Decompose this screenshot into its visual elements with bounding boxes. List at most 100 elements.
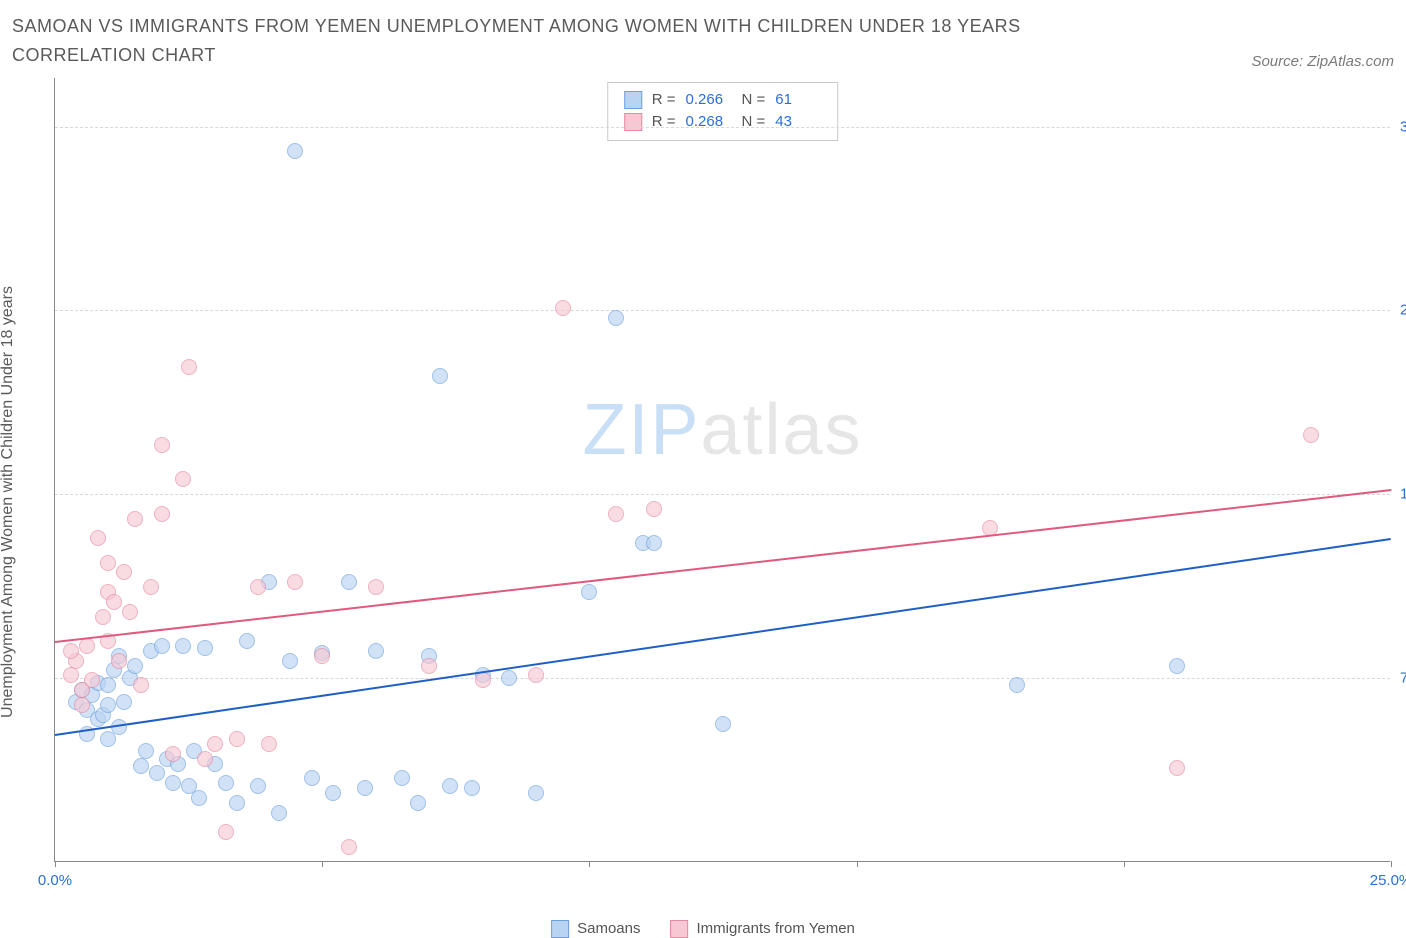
stats-row-samoans: R =0.266 N =61 xyxy=(624,89,822,112)
data-point xyxy=(154,638,170,654)
data-point xyxy=(63,643,79,659)
bottom-legend: Samoans Immigrants from Yemen xyxy=(551,920,855,938)
data-point xyxy=(149,765,165,781)
x-tick xyxy=(1391,861,1392,867)
y-tick-label: 15.0% xyxy=(1392,486,1406,503)
x-tick-label: 0.0% xyxy=(38,872,72,889)
data-point xyxy=(218,775,234,791)
data-point xyxy=(314,648,330,664)
data-point xyxy=(229,731,245,747)
data-point xyxy=(1303,427,1319,443)
data-point xyxy=(608,310,624,326)
data-point xyxy=(133,758,149,774)
y-axis-label: Unemployment Among Women with Children U… xyxy=(0,286,17,718)
data-point xyxy=(1009,677,1025,693)
data-point xyxy=(261,736,277,752)
data-point xyxy=(1169,658,1185,674)
swatch-icon xyxy=(624,113,642,131)
data-point xyxy=(287,143,303,159)
data-point xyxy=(181,359,197,375)
stats-legend: R =0.266 N =61 R =0.268 N =43 xyxy=(607,82,839,141)
gridline xyxy=(55,127,1390,128)
y-tick-label: 22.5% xyxy=(1392,302,1406,319)
swatch-icon xyxy=(551,920,569,938)
gridline xyxy=(55,678,1390,679)
trend-line xyxy=(55,538,1391,736)
data-point xyxy=(207,736,223,752)
legend-item-yemen: Immigrants from Yemen xyxy=(670,920,854,938)
data-point xyxy=(581,584,597,600)
data-point xyxy=(165,775,181,791)
data-point xyxy=(84,672,100,688)
data-point xyxy=(528,667,544,683)
data-point xyxy=(197,751,213,767)
data-point xyxy=(357,780,373,796)
data-point xyxy=(421,658,437,674)
data-point xyxy=(100,731,116,747)
data-point xyxy=(475,672,491,688)
data-point xyxy=(394,770,410,786)
data-point xyxy=(116,564,132,580)
data-point xyxy=(95,609,111,625)
x-tick xyxy=(322,861,323,867)
trend-line xyxy=(55,489,1391,643)
data-point xyxy=(100,555,116,571)
data-point xyxy=(341,839,357,855)
data-point xyxy=(191,790,207,806)
data-point xyxy=(229,795,245,811)
x-tick xyxy=(589,861,590,867)
data-point xyxy=(197,640,213,656)
data-point xyxy=(100,697,116,713)
data-point xyxy=(1169,760,1185,776)
data-point xyxy=(127,658,143,674)
data-point xyxy=(325,785,341,801)
data-point xyxy=(287,574,303,590)
data-point xyxy=(368,579,384,595)
swatch-icon xyxy=(670,920,688,938)
data-point xyxy=(74,697,90,713)
x-tick xyxy=(55,861,56,867)
data-point xyxy=(122,604,138,620)
data-point xyxy=(175,638,191,654)
data-point xyxy=(175,471,191,487)
data-point xyxy=(165,746,181,762)
data-point xyxy=(218,824,234,840)
data-point xyxy=(282,653,298,669)
watermark: ZIPatlas xyxy=(582,389,862,471)
data-point xyxy=(528,785,544,801)
plot-area: ZIPatlas R =0.266 N =61 R =0.268 N =43 7… xyxy=(54,78,1390,862)
gridline xyxy=(55,494,1390,495)
data-point xyxy=(116,694,132,710)
data-point xyxy=(341,574,357,590)
data-point xyxy=(555,300,571,316)
data-point xyxy=(79,638,95,654)
data-point xyxy=(304,770,320,786)
data-point xyxy=(271,805,287,821)
data-point xyxy=(410,795,426,811)
data-point xyxy=(138,743,154,759)
data-point xyxy=(608,506,624,522)
chart-container: Unemployment Among Women with Children U… xyxy=(12,78,1394,908)
data-point xyxy=(239,633,255,649)
data-point xyxy=(63,667,79,683)
data-point xyxy=(111,653,127,669)
data-point xyxy=(464,780,480,796)
data-point xyxy=(106,594,122,610)
data-point xyxy=(646,535,662,551)
x-tick xyxy=(1124,861,1125,867)
data-point xyxy=(501,670,517,686)
data-point xyxy=(250,579,266,595)
data-point xyxy=(154,506,170,522)
chart-title: SAMOAN VS IMMIGRANTS FROM YEMEN UNEMPLOY… xyxy=(12,12,1112,70)
data-point xyxy=(646,501,662,517)
x-tick xyxy=(857,861,858,867)
y-tick-label: 7.5% xyxy=(1392,669,1406,686)
source-label: Source: ZipAtlas.com xyxy=(1251,53,1394,70)
data-point xyxy=(143,579,159,595)
gridline xyxy=(55,310,1390,311)
legend-item-samoans: Samoans xyxy=(551,920,640,938)
data-point xyxy=(127,511,143,527)
x-tick-label: 25.0% xyxy=(1370,872,1406,889)
data-point xyxy=(100,677,116,693)
data-point xyxy=(442,778,458,794)
